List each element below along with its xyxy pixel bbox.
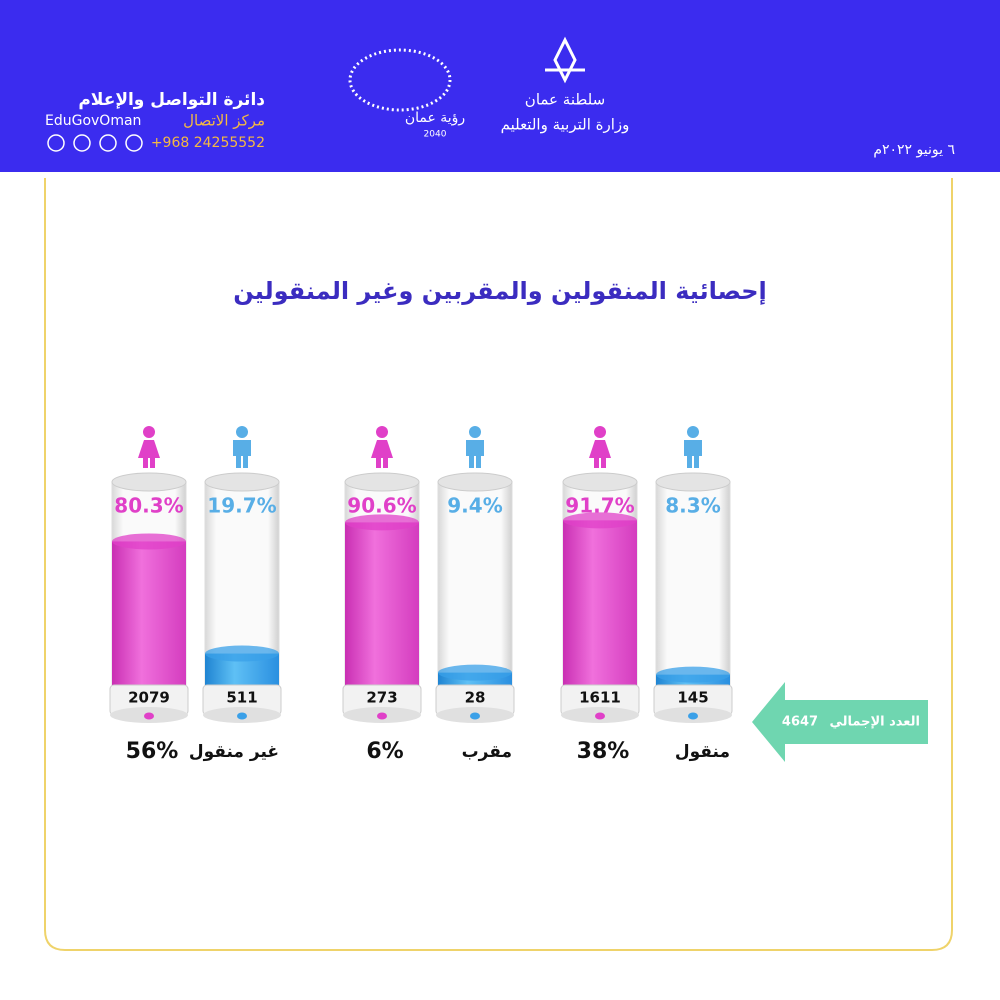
cylinder-fill: [563, 520, 637, 690]
count-dot: [595, 712, 605, 720]
cylinder-top: [562, 472, 638, 492]
person-leg: [687, 456, 692, 468]
count-dot: [237, 712, 247, 720]
cylinder-glass: [655, 481, 731, 701]
person-leg: [243, 456, 248, 468]
group-share: 38%: [577, 739, 630, 764]
count-dot: [688, 712, 698, 720]
contact-label: مركز الاتصال: [183, 112, 265, 130]
department: دائرة التواصل والإعلام: [78, 90, 265, 110]
fill-top: [345, 514, 419, 531]
person-leg: [383, 456, 388, 468]
percent-label: 8.3%: [665, 494, 720, 518]
person-leg: [476, 456, 481, 468]
count-label: 511: [226, 689, 257, 707]
vision: رؤية عمان: [405, 110, 465, 126]
total-label: العدد الإجمالي: [829, 715, 920, 730]
card: [44, 178, 953, 951]
group-label: مقرب: [462, 742, 512, 762]
person-leg: [601, 456, 606, 468]
person-head: [594, 426, 606, 438]
count-label: 145: [677, 689, 708, 707]
percent-label: 91.7%: [565, 494, 634, 518]
sultanate: سلطنة عمان: [525, 91, 605, 109]
ministry: وزارة التربية والتعليم: [501, 116, 630, 134]
group-share: 6%: [366, 739, 403, 764]
person-body: [138, 440, 160, 458]
count-label: 273: [366, 689, 397, 707]
person-leg: [694, 456, 699, 468]
cylinder-fill: [345, 522, 419, 690]
emblem: [545, 36, 585, 84]
count-label: 28: [465, 689, 486, 707]
total-arrow: [752, 682, 928, 762]
count-dot: [144, 712, 154, 720]
person-body: [589, 440, 611, 458]
person-leg: [376, 456, 381, 468]
count-dot: [470, 712, 480, 720]
person-leg: [469, 456, 474, 468]
cylinder-top: [437, 472, 513, 492]
percent-label: 90.6%: [347, 494, 416, 518]
header-bar: [0, 0, 1000, 172]
person-head: [143, 426, 155, 438]
fill-top: [112, 533, 186, 550]
person-body: [233, 440, 251, 456]
group-share: 56%: [126, 739, 179, 764]
person-leg: [236, 456, 241, 468]
fill-top: [656, 666, 730, 683]
vision-logo: رؤية عمان 2040: [348, 48, 465, 140]
count-label: 1611: [579, 689, 621, 707]
person-leg: [594, 456, 599, 468]
person-leg: [143, 456, 148, 468]
count-dot: [377, 712, 387, 720]
cylinder-glass: [437, 481, 513, 701]
social-icons: [47, 134, 143, 152]
percent-label: 19.7%: [207, 494, 276, 518]
fill-top: [205, 645, 279, 662]
person-body: [371, 440, 393, 458]
group-label: غير منقول: [189, 742, 279, 762]
cylinder-fill: [112, 541, 186, 690]
person-head: [236, 426, 248, 438]
cylinder-top: [204, 472, 280, 492]
person-head: [687, 426, 699, 438]
fill-top: [563, 512, 637, 529]
person-body: [684, 440, 702, 456]
percent-label: 9.4%: [447, 494, 502, 518]
group-label: منقول: [675, 742, 730, 762]
percent-label: 80.3%: [114, 494, 183, 518]
date: ٦ يونيو ٢٠٢٢م: [873, 142, 955, 158]
title: إحصائية المنقولين والمقربين وغير المنقول…: [233, 277, 767, 305]
vision-year: 2040: [424, 130, 447, 140]
person-head: [469, 426, 481, 438]
total-value: 4647: [782, 715, 818, 730]
person-head: [376, 426, 388, 438]
handle: EduGovOman: [45, 113, 141, 129]
cylinder-top: [655, 472, 731, 492]
count-label: 2079: [128, 689, 170, 707]
cylinder-top: [111, 472, 187, 492]
cylinder-top: [344, 472, 420, 492]
fill-top: [438, 664, 512, 681]
person-leg: [150, 456, 155, 468]
phone: +968 24255552: [151, 135, 265, 151]
person-body: [466, 440, 484, 456]
